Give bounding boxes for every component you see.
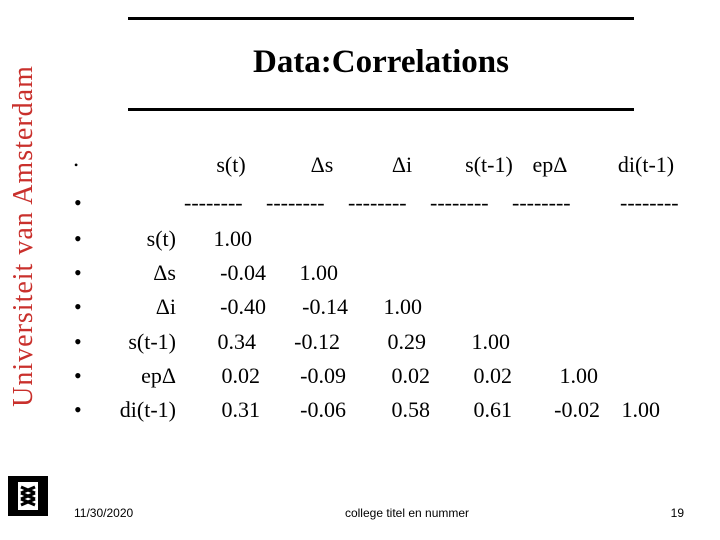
column-header: s(t-1) — [465, 152, 513, 177]
column-separator: -------- — [184, 190, 243, 215]
header-row: • s(t) Δs Δi s(t-1) epΔ di(t-1) — [0, 150, 720, 180]
column-header: s(t) — [216, 152, 246, 177]
bullet: • — [74, 260, 82, 285]
table-cell: 0.58 — [391, 397, 431, 422]
table-cell: 1.00 — [559, 363, 599, 388]
page-number: 19 — [670, 506, 684, 520]
column-separator: -------- — [266, 190, 325, 215]
bullet: • — [74, 226, 82, 251]
title-rule-top — [128, 17, 634, 20]
row-label: s(t) — [146, 226, 176, 251]
bullet: • — [74, 158, 79, 172]
table-cell: -0.12 — [294, 329, 340, 354]
table-row: • Δi -0.40 -0.14 1.00 — [0, 292, 720, 322]
table-row: • s(t-1) 0.34 -0.12 0.29 1.00 — [0, 327, 720, 357]
table-row: • epΔ 0.02 -0.09 0.02 0.02 1.00 — [0, 361, 720, 391]
table-cell: 0.61 — [473, 397, 513, 422]
table-cell: -0.14 — [302, 294, 348, 319]
separator-row: • -------- -------- -------- -------- --… — [0, 188, 720, 218]
table-cell: -0.09 — [300, 363, 346, 388]
bullet: • — [74, 363, 82, 388]
table-cell: 1.00 — [621, 397, 661, 422]
bullet: • — [74, 190, 82, 215]
title-rule-bottom — [128, 108, 634, 111]
table-cell: 0.29 — [387, 329, 427, 354]
column-separator: -------- — [512, 190, 571, 215]
table-cell: -0.04 — [220, 260, 266, 285]
column-header: Δs — [310, 152, 334, 177]
uva-logo-icon — [8, 476, 48, 516]
column-separator: -------- — [620, 190, 679, 215]
row-label: Δi — [155, 294, 176, 319]
footer-date: 11/30/2020 — [74, 506, 134, 520]
table-cell: -0.06 — [300, 397, 346, 422]
column-separator: -------- — [348, 190, 407, 215]
row-label: Δs — [153, 260, 176, 285]
table-cell: 0.31 — [221, 397, 261, 422]
table-cell: 1.00 — [299, 260, 339, 285]
page-title: Data:Correlations — [252, 44, 509, 80]
table-cell: 0.02 — [473, 363, 513, 388]
table-cell: 0.02 — [221, 363, 261, 388]
bullet: • — [74, 294, 82, 319]
column-header: epΔ — [532, 152, 568, 177]
table-cell: 0.34 — [217, 329, 257, 354]
column-header: di(t-1) — [617, 152, 675, 177]
table-cell: 1.00 — [213, 226, 253, 251]
column-header: Δi — [391, 152, 413, 177]
bullet: • — [74, 329, 82, 354]
table-cell: 0.02 — [391, 363, 431, 388]
bullet: • — [74, 397, 82, 422]
row-label: di(t-1) — [119, 397, 176, 422]
table-row: • di(t-1) 0.31 -0.06 0.58 0.61 -0.02 1.0… — [0, 395, 720, 425]
row-label: s(t-1) — [128, 329, 176, 354]
table-cell: 1.00 — [383, 294, 423, 319]
table-cell: -0.02 — [554, 397, 600, 422]
footer-title: college titel en nummer — [344, 506, 470, 520]
column-separator: -------- — [430, 190, 489, 215]
table-row: • Δs -0.04 1.00 — [0, 258, 720, 288]
row-label: epΔ — [141, 363, 176, 388]
table-row: • s(t) 1.00 — [0, 224, 720, 254]
table-cell: -0.40 — [220, 294, 266, 319]
brand-sidebar: Universiteit van Amsterdam — [0, 0, 48, 540]
table-cell: 1.00 — [471, 329, 511, 354]
